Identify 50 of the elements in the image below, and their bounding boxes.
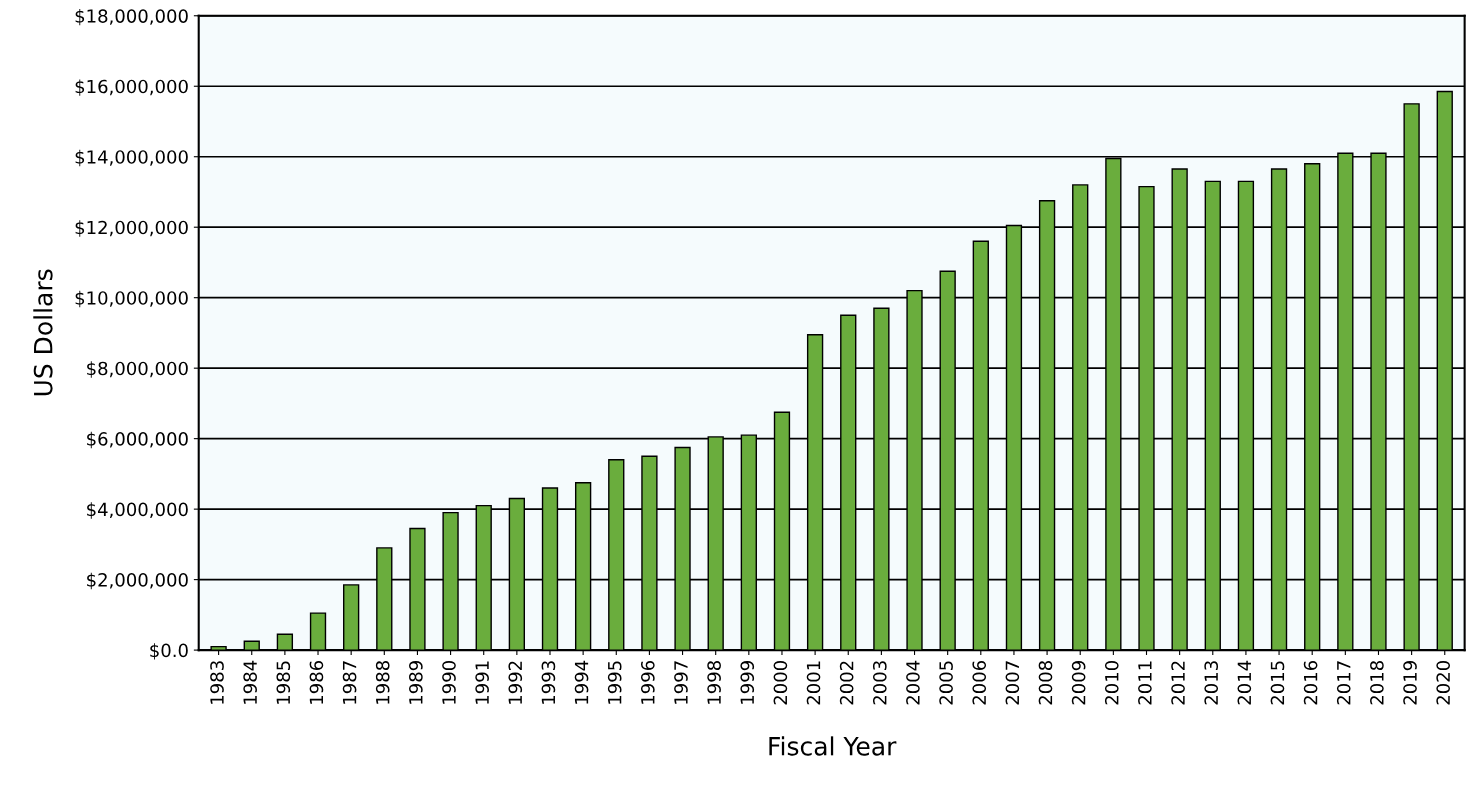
x-axis-title: Fiscal Year	[769, 736, 897, 756]
x-tick-label: 1990	[442, 661, 456, 704]
x-tick-label: 2009	[1071, 661, 1086, 705]
x-tick-label: 2013	[1204, 661, 1219, 705]
x-tick-label: 2007	[1005, 661, 1020, 705]
x-tick-label: 2010	[1104, 661, 1119, 705]
y-tick-label: $14,000,000	[75, 149, 188, 167]
x-tick-label: 2015	[1270, 661, 1285, 705]
x-tick-label: 2003	[872, 661, 887, 705]
y-tick-label: $4,000,000	[87, 502, 188, 519]
x-tick-label: 1998	[707, 661, 721, 704]
x-tick-label: 1993	[541, 661, 556, 704]
y-tick-label: $0.0	[150, 643, 188, 660]
x-tick-label: 1995	[607, 661, 622, 704]
x-tick-label: 1984	[243, 660, 257, 704]
x-tick-label: 2011	[1138, 661, 1152, 705]
x-tick-label: 2005	[939, 661, 953, 705]
y-tick-label: $2,000,000	[87, 572, 188, 590]
x-tick-label: 1999	[740, 661, 755, 704]
y-tick-label: $10,000,000	[75, 290, 188, 308]
y-axis-title: US Dollars	[33, 269, 53, 396]
x-tick-label: 2008	[1038, 661, 1053, 705]
x-tick-label: 2016	[1303, 660, 1318, 705]
x-tick-label: 1994	[574, 660, 589, 704]
x-tick-label: 2017	[1336, 661, 1351, 705]
x-tick-label: 2018	[1370, 661, 1384, 705]
y-tick-label: $16,000,000	[75, 79, 188, 96]
x-tick-label: 2004	[906, 660, 920, 705]
x-tick-label: 1996	[641, 660, 655, 704]
y-tick-label: $18,000,000	[75, 8, 188, 26]
x-tick-label: 2001	[806, 661, 821, 705]
x-tick-label: 2000	[773, 661, 788, 705]
x-tick-label: 1991	[475, 661, 489, 704]
y-tick-label: $12,000,000	[75, 220, 188, 237]
x-tick-label: 1988	[375, 661, 390, 704]
x-tick-label: 1987	[342, 661, 357, 704]
x-tick-label: 1997	[674, 661, 688, 704]
x-tick-label: 1985	[276, 661, 291, 704]
x-tick-label: 1989	[409, 661, 423, 704]
y-tick-label: $6,000,000	[87, 431, 188, 449]
x-tick-label: 2002	[839, 661, 854, 705]
x-tick-label: 1992	[508, 661, 523, 704]
y-tick-label: $8,000,000	[87, 361, 188, 378]
x-tick-label: 1983	[210, 661, 224, 704]
x-tick-label: 2020	[1436, 661, 1450, 705]
x-tick-label: 2012	[1171, 661, 1185, 705]
x-tick-label: 2014	[1237, 660, 1252, 705]
x-tick-label: 2006	[972, 660, 987, 705]
x-tick-label: 1986	[309, 660, 324, 704]
x-tick-label: 2019	[1403, 661, 1417, 705]
